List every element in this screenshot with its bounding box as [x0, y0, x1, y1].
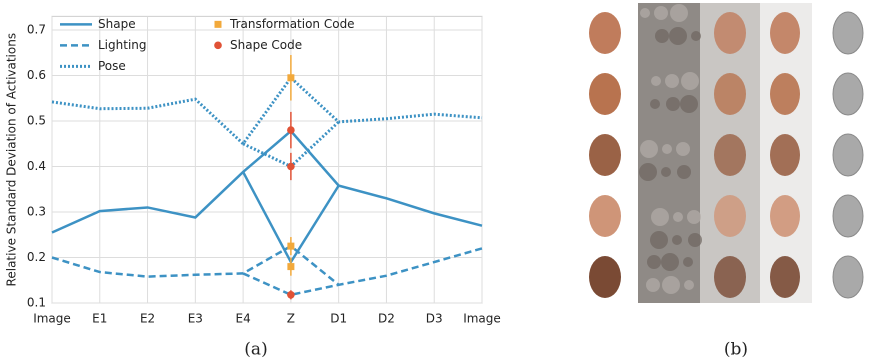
noise-blob: [665, 74, 679, 88]
noise-blob: [670, 4, 688, 22]
shape-render: [833, 256, 863, 298]
noise-blob: [647, 255, 661, 269]
noise-blob: [654, 6, 668, 20]
legend-label: Transformation Code: [229, 17, 355, 31]
face: [714, 256, 746, 298]
legend-label: Pose: [98, 59, 126, 73]
noise-blob: [677, 165, 691, 179]
legend-label: Lighting: [98, 38, 147, 52]
caption: (a): [244, 340, 267, 360]
legend-swatch: [215, 21, 222, 28]
legend-swatch: [214, 42, 222, 50]
y-tick-label: 0.3: [27, 205, 46, 219]
noise-blob: [684, 280, 694, 290]
noise-blob: [662, 276, 680, 294]
y-tick-label: 0.5: [27, 114, 46, 128]
image-grid: [589, 3, 863, 303]
face: [589, 195, 621, 237]
noise-blob: [651, 76, 661, 86]
noise-blob: [650, 99, 660, 109]
noise-blob: [687, 210, 701, 224]
face: [589, 256, 621, 298]
noise-blob: [650, 231, 668, 249]
marker: [287, 243, 294, 250]
noise-blob: [639, 163, 657, 181]
face: [770, 134, 800, 176]
x-tick-label: Image: [463, 312, 501, 326]
y-tick-label: 0.2: [27, 250, 46, 264]
marker: [287, 163, 295, 171]
noise-blob: [688, 233, 702, 247]
shape-render: [833, 73, 863, 115]
face: [770, 256, 800, 298]
face: [770, 12, 800, 54]
face: [589, 134, 621, 176]
y-tick-label: 0.7: [27, 23, 46, 37]
x-tick-label: E4: [236, 312, 251, 326]
x-tick-label: E2: [140, 312, 155, 326]
noise-blob: [683, 257, 693, 267]
noise-blob: [676, 142, 690, 156]
x-tick-label: D1: [330, 312, 347, 326]
figure: 0.1 0.2 0.3 0.4 0.5 0.6 0.7 Image E1 E2 E3 E4 Z D1 D2 D…: [0, 0, 887, 364]
marker: [287, 263, 294, 270]
noise-blob: [655, 29, 669, 43]
face: [714, 195, 746, 237]
noise-blob: [691, 31, 701, 41]
noise-blob: [651, 208, 669, 226]
legend-label: Shape: [98, 17, 136, 31]
noise-blob: [672, 235, 682, 245]
noise-blob: [681, 72, 699, 90]
marker: [287, 126, 295, 134]
noise-blob: [646, 278, 660, 292]
caption: (b): [724, 340, 748, 360]
noise-blob: [666, 97, 680, 111]
y-tick-label: 0.1: [27, 296, 46, 310]
x-tick-label: E3: [188, 312, 203, 326]
y-tick-label: 0.4: [27, 159, 46, 173]
noise-blob: [640, 8, 650, 18]
face: [589, 73, 621, 115]
x-tick-label: D2: [378, 312, 395, 326]
noise-blob: [673, 212, 683, 222]
noise-blob: [680, 95, 698, 113]
x-tick-label: D3: [426, 312, 443, 326]
x-tick-label: Z: [287, 312, 295, 326]
chart-a: 0.1 0.2 0.3 0.4 0.5 0.6 0.7 Image E1 E2 E3 E4 Z D1 D2 D…: [5, 16, 501, 325]
noise-blob: [661, 253, 679, 271]
legend-label: Shape Code: [230, 38, 302, 52]
face: [714, 73, 746, 115]
face: [770, 195, 800, 237]
noise-blob: [640, 140, 658, 158]
x-tick-label: Image: [33, 312, 71, 326]
face: [714, 12, 746, 54]
shape-render: [833, 134, 863, 176]
shape-render: [833, 12, 863, 54]
noise-blob: [669, 27, 687, 45]
marker: [287, 74, 294, 81]
face: [714, 134, 746, 176]
y-tick-label: 0.6: [27, 68, 46, 82]
noise-blob: [662, 144, 672, 154]
face: [589, 12, 621, 54]
x-tick-label: E1: [92, 312, 107, 326]
y-axis-label: Relative Standard Deviation of Activatio…: [5, 33, 19, 287]
face: [770, 73, 800, 115]
noise-blob: [661, 167, 671, 177]
shape-render: [833, 195, 863, 237]
marker: [287, 291, 295, 299]
